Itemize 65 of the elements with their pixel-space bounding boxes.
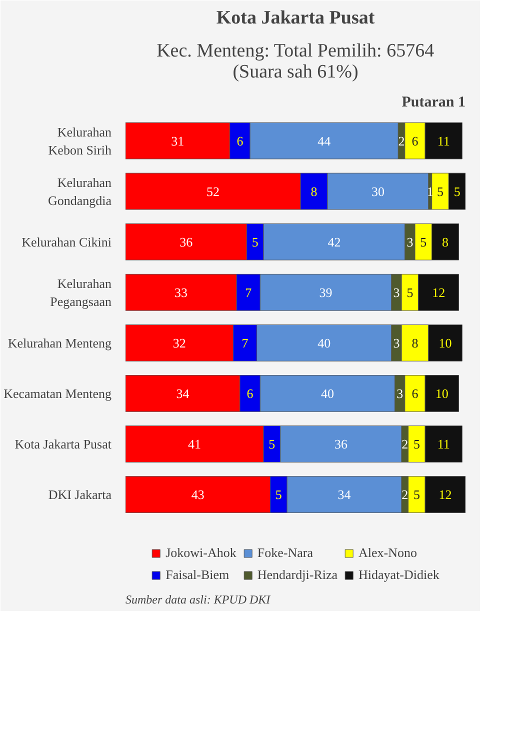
data-label: 11 [437,436,450,452]
legend-label: Hendardji-Riza [257,567,338,583]
y-tick-label: Kelurahan Pegangsaan [50,276,112,309]
data-label: 7 [245,284,252,300]
legend-label: Foke-Nara [257,545,313,561]
y-tick-label: Kelurahan Kebon Sirih [48,124,112,158]
data-label: 40 [318,335,331,350]
legend-label: Jokowi-Ahok [166,545,236,561]
data-label: 8 [310,184,318,199]
data-label: 5 [275,487,282,502]
data-label: 8 [442,234,449,250]
data-label: 3 [406,234,414,250]
data-label: 11 [437,133,450,148]
y-tick-label: Kelurahan Cikini [22,234,112,250]
legend-label: Alex-Nono [358,545,418,561]
data-label: 6 [246,386,254,401]
data-label: 8 [412,335,418,350]
data-label: 6 [236,133,244,148]
text: Putaran 1 [402,94,466,110]
data-label: 33 [174,284,188,300]
y-tick-label: Kelurahan Menteng [8,335,112,350]
data-label: 34 [338,487,352,502]
legend-label: Faisal-Biem [166,567,230,583]
legend-label: Hidayat-Didiek [358,567,440,583]
data-label: 2 [398,133,405,148]
data-label: 5 [268,436,276,452]
data-label: 2 [402,487,408,502]
data-label: 41 [188,436,202,452]
data-label: 44 [318,133,332,148]
data-label: 12 [432,284,446,300]
data-label: 36 [180,234,194,250]
data-label: 42 [328,234,341,250]
data-label: 12 [438,487,452,502]
data-label: 5 [437,184,444,199]
data-label: 10 [435,386,448,401]
data-label: 2 [402,436,408,452]
data-label: 10 [438,335,452,350]
data-label: 5 [413,487,420,502]
data-label: 52 [206,184,220,199]
y-tick-label: DKI Jakarta [48,487,112,502]
y-tick-label: Kecamatan Menteng [4,386,112,401]
data-label: 34 [176,386,190,401]
data-label: 5 [454,184,460,199]
data-label: 32 [172,335,186,350]
data-label: 5 [420,234,427,250]
data-label: 36 [334,436,348,452]
data-label: 7 [242,335,249,350]
data-label: 3 [393,335,400,350]
data-label: 5 [252,234,258,250]
data-label: 3 [393,284,400,300]
text: Sumber data asli: KPUD DKI [126,592,272,606]
y-tick-label: Kota Jakarta Pusat [14,436,112,452]
data-label: 6 [412,386,419,401]
chart-title: Kota Jakarta Pusat [216,8,376,28]
y-tick-label: Kelurahan Gondangdia [48,174,112,208]
data-label: 30 [371,184,384,199]
chart-subtitle: Kec. Menteng: Total Pemilih: 65764 (Suara sah 61%) [156,40,435,82]
data-label: 5 [413,436,420,452]
data-label: 5 [406,284,414,300]
data-label: 31 [171,133,184,148]
data-label: 6 [412,133,419,148]
data-label: 43 [191,487,204,502]
data-label: 39 [319,284,332,300]
data-label: 3 [396,386,404,401]
data-label: 40 [320,386,334,401]
